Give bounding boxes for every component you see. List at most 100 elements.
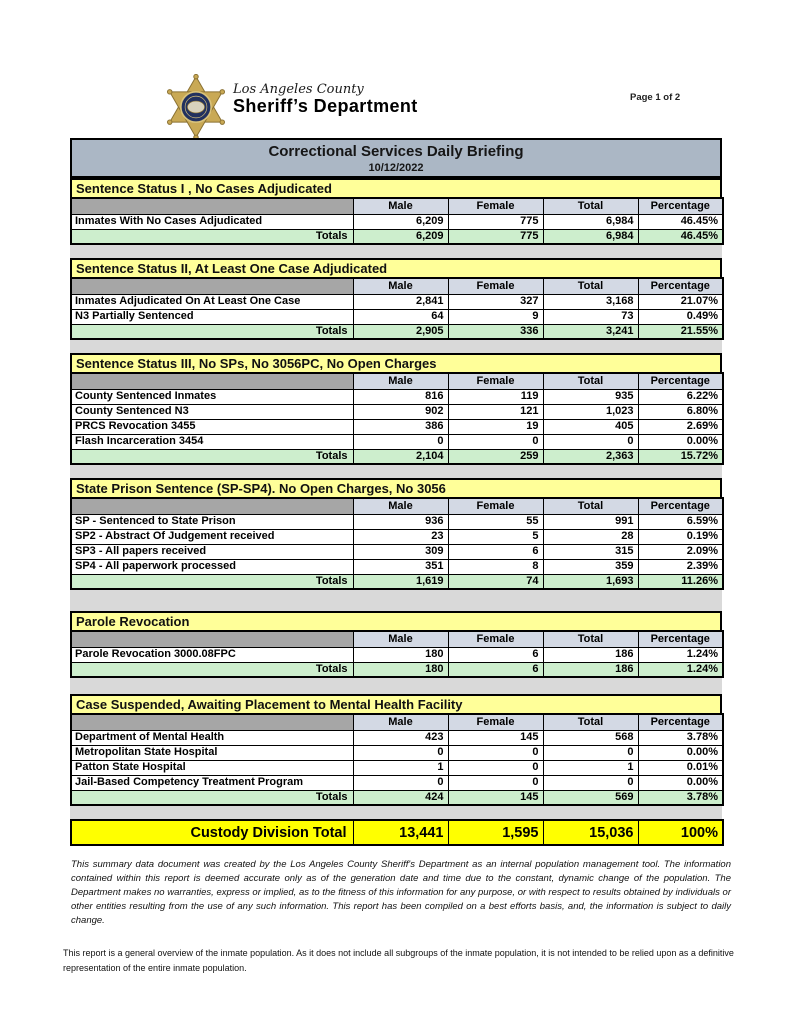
row-value: 0 [447,744,544,761]
row-value: 64 [352,308,449,325]
row-value: 3.78% [637,729,724,746]
column-header: Total [542,630,639,648]
row-label: County Sentenced Inmates [70,388,354,405]
totals-value: 186 [542,661,639,678]
table-row: Flash Incarceration 3454 0 0 0 0.00% [70,433,724,450]
table-row: County Sentenced Inmates 816 119 935 6.22% [70,388,724,405]
table-row: Metropolitan State Hospital 0 0 0 0.00% [70,744,724,761]
section-header: Parole Revocation [70,611,722,630]
column-header-spacer-cell [70,277,354,295]
totals-value: 2,905 [352,323,449,340]
row-value: 2.39% [637,558,724,575]
report-body: Correctional Services Daily Briefing 10/… [70,138,724,846]
column-header: Percentage [637,713,724,731]
row-value: 0 [447,759,544,776]
row-value: 1,023 [542,403,639,420]
table-row: Inmates With No Cases Adjudicated 6,209 77… [70,213,724,230]
report-section: Sentence Status I , No Cases Adjudicated… [70,178,724,245]
row-value: 73 [542,308,639,325]
row-label: Department of Mental Health [70,729,354,746]
totals-label: Totals [70,573,354,590]
report-section: Parole Revocation Male Female Total Percenta… [70,611,724,678]
column-header-row: Male Female Total Percentage [70,277,724,295]
column-header-row: Male Female Total Percentage [70,713,724,731]
row-value: 0 [352,433,449,450]
row-value: 5 [447,528,544,545]
section-header: Sentence Status I , No Cases Adjudicated [70,178,722,197]
row-label: Metropolitan State Hospital [70,744,354,761]
totals-value: 1.24% [637,661,724,678]
report-section: Sentence Status II, At Least One Case Ad… [70,258,724,340]
table-row: N3 Partially Sentenced 64 9 73 0.49% [70,308,724,325]
row-value: 405 [542,418,639,435]
logo-county-line: Los Angeles County [233,82,364,97]
custody-division-total-row: Custody Division Total 13,441 1,595 15,0… [70,819,724,846]
totals-row: Totals 2,905 336 3,241 21.55% [70,323,724,340]
row-value: 991 [542,513,639,530]
column-header: Percentage [637,277,724,295]
row-value: 2.09% [637,543,724,560]
column-header: Male [352,277,449,295]
row-value: 0.49% [637,308,724,325]
row-value: 6,984 [542,213,639,230]
disclaimer-paragraph: This summary data document was created b… [71,859,731,926]
totals-value: 145 [447,789,544,806]
row-value: 0.00% [637,744,724,761]
row-label: County Sentenced N3 [70,403,354,420]
row-value: 121 [447,403,544,420]
section-table: Male Female Total Percentage County Sentence… [70,372,724,465]
row-label: SP4 - All paperwork processed [70,558,354,575]
row-value: 6.59% [637,513,724,530]
report-title-bar: Correctional Services Daily Briefing 10/… [70,138,722,178]
grand-total-male: 13,441 [352,819,449,846]
row-value: 28 [542,528,639,545]
table-row: SP - Sentenced to State Prison 936 55 991 6.… [70,513,724,530]
row-value: 0.19% [637,528,724,545]
section-header: Sentence Status II, At Least One Case Ad… [70,258,722,277]
column-header: Female [447,713,544,731]
totals-row: Totals 180 6 186 1.24% [70,661,724,678]
table-row: Patton State Hospital 1 0 1 0.01% [70,759,724,776]
row-value: 46.45% [637,213,724,230]
column-header: Male [352,713,449,731]
totals-value: 1,693 [542,573,639,590]
row-value: 6.80% [637,403,724,420]
row-value: 359 [542,558,639,575]
section-table: Male Female Total Percentage SP - Sentenced … [70,497,724,590]
totals-row: Totals 1,619 74 1,693 11.26% [70,573,724,590]
sheriff-star-icon [166,74,226,140]
row-label: SP2 - Abstract Of Judgement received [70,528,354,545]
row-value: 180 [352,646,449,663]
column-header: Total [542,197,639,215]
row-value: 3,168 [542,293,639,310]
row-value: 816 [352,388,449,405]
row-value: 0 [352,774,449,791]
row-value: 327 [447,293,544,310]
column-header: Male [352,197,449,215]
column-header: Male [352,497,449,515]
row-value: 186 [542,646,639,663]
grand-total-female: 1,595 [447,819,544,846]
grand-total-row: Custody Division Total 13,441 1,595 15,0… [70,819,724,846]
column-header: Male [352,372,449,390]
row-value: 0.00% [637,774,724,791]
row-label: N3 Partially Sentenced [70,308,354,325]
totals-value: 6,984 [542,228,639,245]
row-label: Parole Revocation 3000.08FPC [70,646,354,663]
totals-label: Totals [70,323,354,340]
totals-value: 46.45% [637,228,724,245]
row-label: Inmates With No Cases Adjudicated [70,213,354,230]
row-label: Jail-Based Competency Treatment Program [70,774,354,791]
column-header: Female [447,497,544,515]
section-header: State Prison Sentence (SP-SP4). No Open … [70,478,722,497]
table-row: SP3 - All papers received 309 6 315 2.09% [70,543,724,560]
column-header: Percentage [637,497,724,515]
page-indicator: Page 1 of 2 [630,92,681,103]
totals-value: 259 [447,448,544,465]
row-value: 6,209 [352,213,449,230]
totals-value: 2,104 [352,448,449,465]
section-header: Case Suspended, Awaiting Placement to Me… [70,694,722,713]
row-value: 902 [352,403,449,420]
row-label: Flash Incarceration 3454 [70,433,354,450]
totals-label: Totals [70,661,354,678]
